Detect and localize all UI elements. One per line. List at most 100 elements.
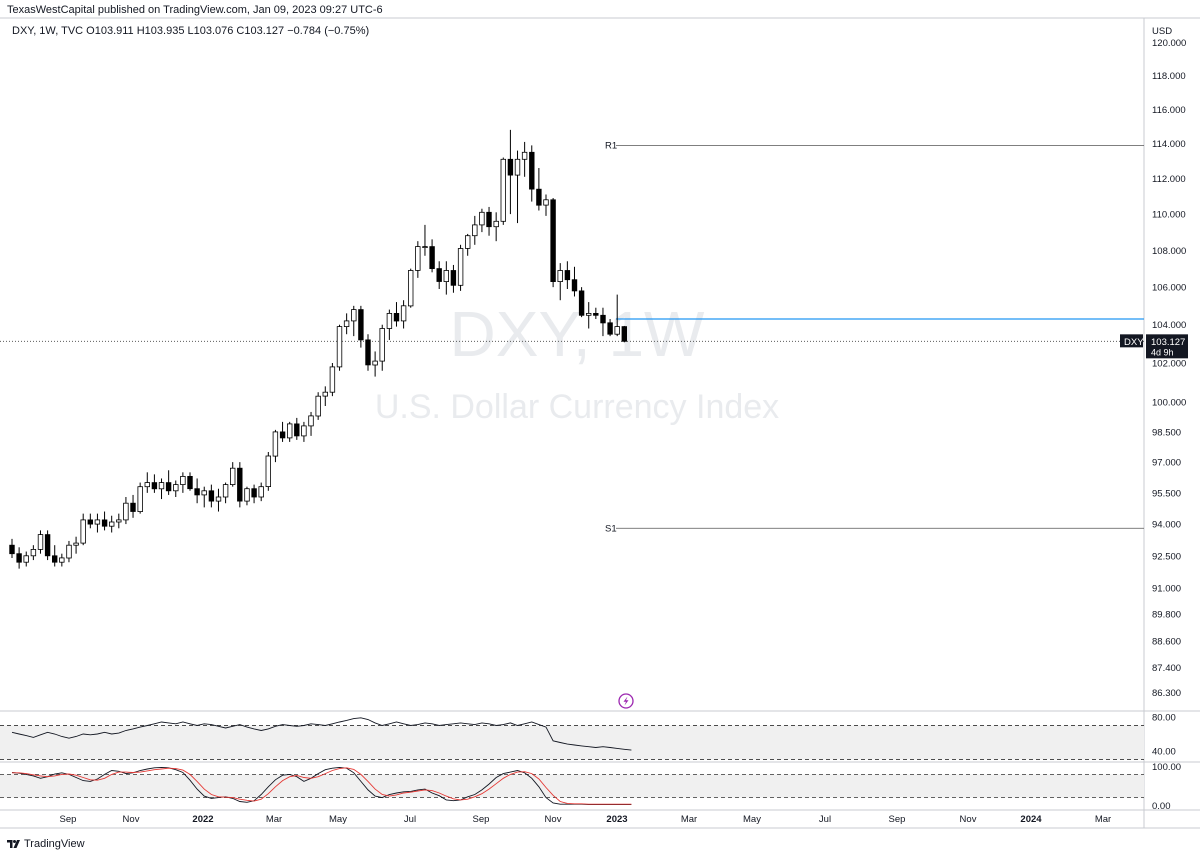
price-axis[interactable]: 120.000 118.000 116.000 114.000 112.000 110.0…: [1152, 38, 1186, 699]
candle: [514, 150, 521, 224]
candle: [265, 451, 271, 491]
candle: [180, 472, 186, 493]
candle: [593, 307, 599, 320]
candle: [621, 325, 627, 343]
x-tick-label: Mar: [1095, 814, 1111, 825]
lightning-icon[interactable]: [618, 693, 634, 709]
y-tick-label: 106.000: [1152, 283, 1186, 294]
candle: [450, 264, 457, 293]
candle: [365, 334, 371, 371]
candle: [543, 194, 549, 216]
x-tick-label: Sep: [60, 814, 77, 825]
price-tag-value: 103.127: [1151, 337, 1185, 348]
candle: [59, 553, 65, 567]
candle: [222, 482, 229, 504]
indicator-pane: 80.00 40.00: [0, 713, 1176, 760]
candle: [493, 212, 499, 242]
level-label: R1: [605, 140, 617, 151]
pane-tick-label: 40.00: [1152, 747, 1176, 758]
candle: [301, 421, 307, 442]
candle: [614, 294, 620, 337]
y-tick-label: 116.000: [1152, 105, 1186, 116]
candle: [130, 494, 136, 518]
indicator-line: [11, 766, 632, 806]
y-tick-label: 97.000: [1152, 458, 1181, 469]
y-tick-label: 100.000: [1152, 398, 1186, 409]
candle: [30, 545, 37, 561]
candle: [201, 486, 207, 508]
candle: [443, 261, 449, 295]
candle: [329, 363, 336, 397]
candle: [116, 513, 122, 529]
publish-info: TexasWestCapital published on TradingVie…: [7, 4, 383, 16]
x-tick-label: 2024: [1020, 814, 1042, 825]
candle: [315, 392, 321, 420]
candle: [279, 421, 286, 442]
y-tick-label: 120.000: [1152, 38, 1186, 49]
candle: [173, 480, 179, 497]
candle-series: [9, 129, 627, 569]
pane-tick-label: 80.00: [1152, 713, 1176, 724]
candle: [422, 224, 428, 256]
x-tick-label: Nov: [545, 814, 562, 825]
footer-brand-text: TradingView: [24, 838, 85, 850]
publish-header: TexasWestCapital published on TradingVie…: [0, 0, 1200, 20]
x-tick-label: Nov: [123, 814, 140, 825]
y-tick-label: 112.000: [1152, 174, 1186, 185]
candle: [557, 263, 563, 301]
candle: [393, 302, 400, 327]
x-tick-label: Sep: [473, 814, 490, 825]
indicator-panes: 80.00 40.00 100.00 0.00: [0, 713, 1181, 812]
candle: [586, 302, 592, 329]
candle: [44, 530, 51, 561]
candle: [215, 488, 222, 512]
indicator-line: [12, 767, 632, 805]
candle: [80, 513, 86, 546]
candle: [258, 482, 264, 502]
x-tick-label: Jul: [404, 814, 416, 825]
candle: [536, 168, 542, 211]
watermark-symbol: DXY, 1W: [450, 298, 706, 370]
candle: [521, 141, 528, 177]
candle: [52, 545, 58, 567]
candle: [600, 307, 606, 337]
time-axis[interactable]: Sep Nov 2022 Mar May Jul Sep Nov 2023 Mar May Jul Se…: [60, 814, 1112, 825]
y-tick-label: 114.000: [1152, 139, 1186, 150]
candle: [343, 313, 350, 335]
candle: [479, 208, 485, 233]
candle: [486, 206, 492, 236]
x-tick-label: 2023: [606, 814, 627, 825]
y-tick-label: 86.300: [1152, 688, 1181, 699]
candle: [529, 145, 535, 202]
candle: [165, 470, 172, 495]
candle: [358, 305, 364, 348]
y-tick-label: 102.000: [1152, 359, 1186, 370]
candle: [294, 417, 300, 440]
x-tick-label: May: [743, 814, 761, 825]
candle: [507, 129, 514, 215]
candle: [109, 515, 115, 533]
candle: [73, 536, 79, 554]
candle: [16, 547, 22, 569]
candle: [472, 215, 478, 245]
candle: [237, 462, 243, 508]
y-tick-label: 98.500: [1152, 427, 1181, 438]
y-tick-label: 94.000: [1152, 520, 1181, 531]
candle: [578, 287, 585, 318]
indicator-pane: 100.00 0.00: [0, 762, 1181, 812]
x-tick-label: May: [329, 814, 347, 825]
band-fill: [0, 725, 1144, 760]
candle: [286, 421, 293, 442]
candle: [144, 472, 150, 493]
candle: [379, 324, 385, 371]
candle: [607, 319, 613, 337]
x-tick-label: Mar: [681, 814, 697, 825]
candle: [208, 484, 215, 508]
x-tick-label: 2022: [192, 814, 213, 825]
candle: [500, 157, 506, 225]
candle: [272, 429, 279, 463]
y-tick-label: 88.600: [1152, 636, 1181, 647]
candle: [23, 551, 29, 567]
